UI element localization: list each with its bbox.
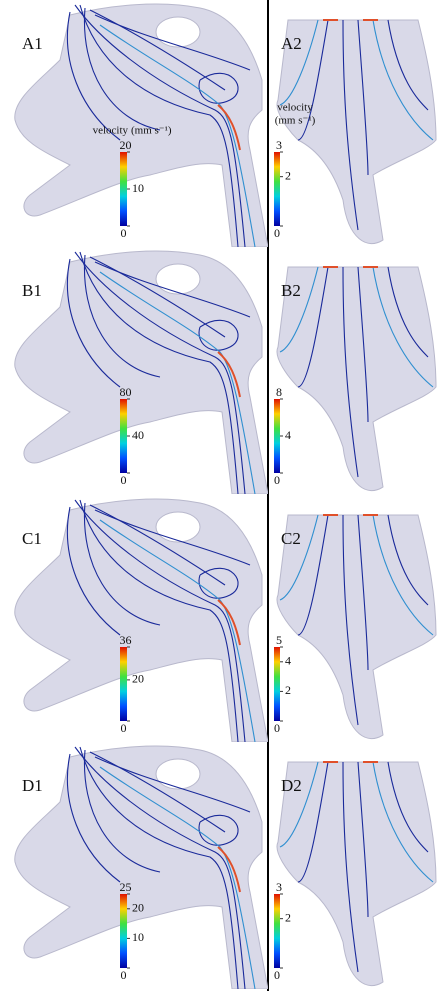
colorbar-tick-label: 2 xyxy=(285,168,291,182)
colorbar xyxy=(274,399,280,473)
colorbar xyxy=(120,399,127,473)
panel-label: D2 xyxy=(281,776,302,795)
colorbar-tick-label: 25 xyxy=(120,880,132,894)
colorbar-tick-label: 3 xyxy=(276,138,282,152)
colorbar-tick-label: 3 xyxy=(276,880,282,894)
colorbar xyxy=(120,647,127,721)
panel-label: B2 xyxy=(281,281,301,300)
panel-label: C1 xyxy=(22,529,42,548)
colorbar-title: (mm s⁻¹) xyxy=(131,125,172,137)
colorbar-tick-label: 8 xyxy=(276,385,282,399)
colorbar-tick-label: 80 xyxy=(120,385,132,399)
colorbar-tick-label: 0 xyxy=(121,473,127,487)
panel-label: B1 xyxy=(22,281,42,300)
colorbar-tick-label: 40 xyxy=(132,428,144,442)
colorbar-tick-label: 10 xyxy=(132,930,144,944)
colorbar xyxy=(120,152,127,226)
colorbar-tick-label: 0 xyxy=(121,968,127,982)
panel-label: A2 xyxy=(281,34,302,53)
colorbar xyxy=(274,894,280,968)
colorbar xyxy=(274,647,280,721)
colorbar-tick-label: 0 xyxy=(274,968,280,982)
colorbar xyxy=(274,152,280,226)
colorbar-tick-label: 20 xyxy=(132,672,144,686)
colorbar-tick-label: 0 xyxy=(121,721,127,735)
colorbar-tick-label: 2 xyxy=(285,683,291,697)
right-panel-image xyxy=(277,20,436,244)
right-panel-image xyxy=(277,762,436,986)
panel-label: C2 xyxy=(281,529,301,548)
left-panel-image xyxy=(15,251,268,494)
colorbar-tick-label: 0 xyxy=(274,473,280,487)
colorbar-tick-label: 20 xyxy=(120,138,132,152)
colorbar-tick-label: 0 xyxy=(274,226,280,240)
colorbar-tick-label: 0 xyxy=(121,226,127,240)
right-panel-image xyxy=(277,267,436,491)
left-panel-image xyxy=(15,746,268,989)
colorbar-title: velocity xyxy=(277,102,313,114)
colorbar xyxy=(120,894,127,968)
panel-label: D1 xyxy=(22,776,43,795)
colorbar-tick-label: 4 xyxy=(285,654,291,668)
colorbar-tick-label: 20 xyxy=(132,901,144,915)
colorbar-title: (mm s⁻¹) xyxy=(275,115,316,127)
colorbar-tick-label: 10 xyxy=(132,181,144,195)
right-panel-image xyxy=(277,515,436,739)
figure: velocity (mm s⁻¹) velocity (mm s⁻¹) A1 0 1… xyxy=(0,0,438,991)
panel-label: A1 xyxy=(22,34,43,53)
colorbar-tick-label: 2 xyxy=(285,910,291,924)
left-panel-image xyxy=(15,499,268,742)
colorbar-tick-label: 5 xyxy=(276,633,282,647)
colorbar-tick-label: 36 xyxy=(120,633,132,647)
colorbar-tick-label: 0 xyxy=(274,721,280,735)
colorbar-tick-label: 4 xyxy=(285,428,291,442)
colorbar-title: velocity xyxy=(93,125,129,137)
